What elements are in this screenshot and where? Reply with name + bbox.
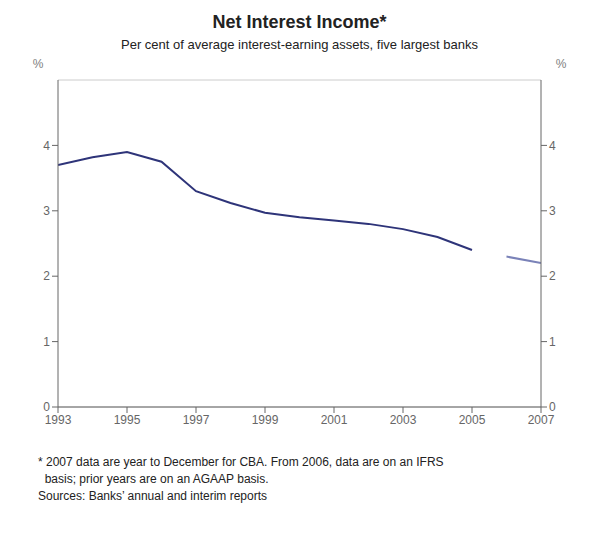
html-text:Per cent of average interest-e: Per cent of average interest-earning ass… [121,37,478,52]
svg-text:1999: 1999 [252,413,279,427]
svg-text:1: 1 [43,335,50,349]
svg-text:4: 4 [549,139,556,153]
svg-text:0: 0 [43,400,50,414]
html-text:* 2007 data are year to Decemb: * 2007 data are year to December for CBA… [38,455,444,469]
svg-text:2001: 2001 [321,413,348,427]
html-text:Sources: Banks’ annual and int: Sources: Banks’ annual and interim repor… [38,489,267,503]
svg-text:1997: 1997 [183,413,210,427]
svg-text:2003: 2003 [390,413,417,427]
svg-text:4: 4 [43,139,50,153]
html-text:basis; prior years are on an A: basis; prior years are on an AGAAP basis… [38,472,269,486]
svg-text:2: 2 [43,269,50,283]
svg-text:2005: 2005 [459,413,486,427]
svg-text:0: 0 [549,400,556,414]
svg-text:%: % [33,57,44,71]
svg-text:2: 2 [549,269,556,283]
svg-text:2007: 2007 [528,413,555,427]
svg-text:1: 1 [549,335,556,349]
svg-text:%: % [556,57,567,71]
svg-text:1995: 1995 [114,413,141,427]
html-text:Net Interest Income*: Net Interest Income* [212,12,387,32]
svg-text:3: 3 [549,204,556,218]
svg-text:3: 3 [43,204,50,218]
svg-text:1993: 1993 [45,413,72,427]
